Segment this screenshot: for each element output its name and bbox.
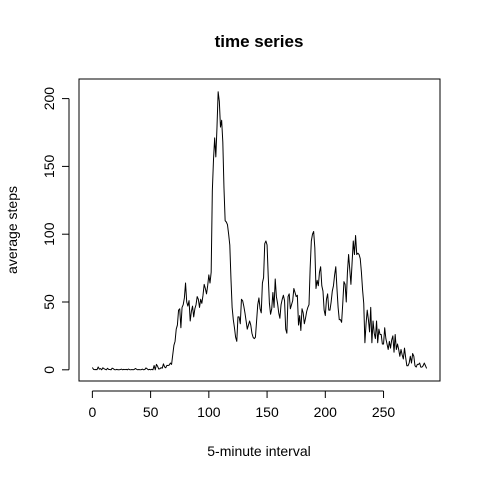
- x-tick-label: 0: [88, 404, 96, 420]
- plot-frame: [78, 78, 441, 382]
- x-tick-label: 150: [255, 404, 279, 420]
- y-tick-label: 0: [41, 366, 57, 374]
- chart-title: time series: [215, 32, 304, 51]
- x-axis-label: 5-minute interval: [207, 443, 311, 459]
- x-tick-label: 200: [314, 404, 338, 420]
- y-axis-label: average steps: [4, 186, 20, 274]
- y-tick-label: 100: [41, 222, 57, 246]
- x-axis: 0 50 100 150 200 250: [88, 390, 396, 420]
- y-tick-label: 150: [41, 155, 57, 179]
- x-tick-label: 250: [372, 404, 396, 420]
- y-tick-label: 200: [41, 87, 57, 111]
- y-tick-label: 50: [41, 294, 57, 310]
- y-axis: 0 50 100 150 200: [41, 87, 70, 374]
- x-tick-label: 100: [197, 404, 221, 420]
- x-tick-label: 50: [143, 404, 159, 420]
- series-line-average-steps: [91, 91, 428, 371]
